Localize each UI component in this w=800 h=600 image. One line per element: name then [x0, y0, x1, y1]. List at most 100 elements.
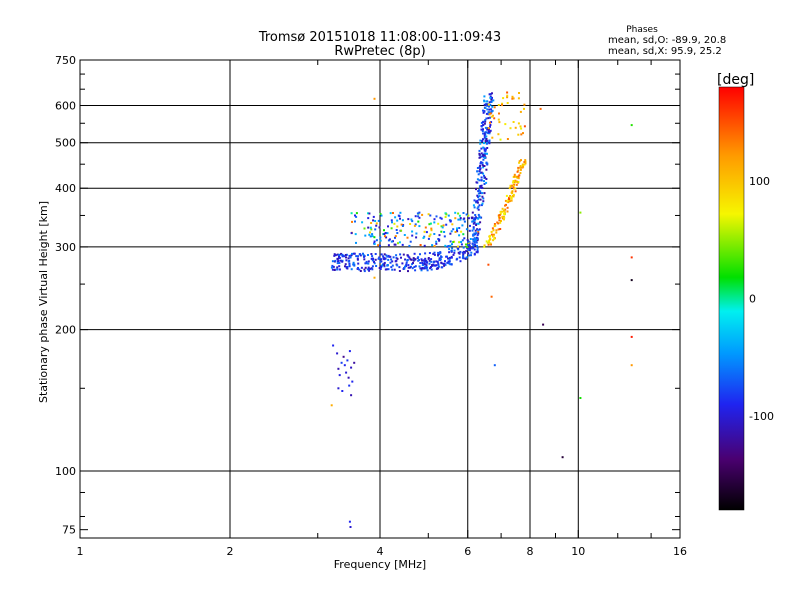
data-point	[392, 212, 394, 214]
y-tick-label-100: 100	[55, 465, 76, 478]
data-point	[465, 250, 468, 253]
data-point	[450, 263, 453, 266]
data-point	[476, 244, 478, 247]
data-point	[480, 204, 483, 207]
data-point	[407, 218, 410, 221]
data-point	[435, 242, 438, 245]
data-point	[386, 232, 389, 235]
data-point	[354, 220, 356, 223]
data-point	[478, 152, 481, 155]
data-point	[519, 172, 522, 174]
data-point	[437, 262, 440, 265]
data-point	[331, 260, 334, 263]
data-point	[456, 227, 458, 230]
data-point	[457, 251, 460, 254]
data-point	[400, 223, 403, 226]
data-point	[477, 208, 480, 211]
data-point	[493, 364, 496, 367]
data-point	[340, 361, 343, 364]
data-point	[413, 266, 416, 268]
data-point	[511, 192, 514, 195]
data-point	[475, 241, 478, 244]
data-point	[475, 232, 478, 235]
data-point	[480, 171, 483, 174]
data-point	[421, 259, 424, 262]
data-point	[473, 253, 476, 256]
data-point	[420, 267, 423, 270]
data-point	[429, 233, 432, 236]
data-point	[373, 260, 375, 263]
data-point	[406, 254, 409, 257]
data-point	[390, 240, 393, 243]
data-point	[468, 229, 471, 232]
data-point	[524, 162, 527, 165]
data-point	[369, 231, 371, 234]
data-point	[372, 257, 374, 260]
data-point	[374, 228, 377, 231]
data-point	[349, 255, 352, 258]
data-point	[368, 212, 371, 215]
colorbar-label: [deg]	[717, 72, 754, 88]
data-point	[357, 255, 359, 258]
data-point	[450, 230, 453, 233]
data-point	[372, 219, 375, 222]
data-point	[476, 246, 479, 249]
data-point	[508, 196, 510, 199]
data-point	[375, 239, 378, 242]
data-point	[469, 224, 471, 227]
data-point	[418, 211, 421, 214]
data-point	[346, 267, 349, 270]
data-point	[473, 237, 476, 240]
data-point	[370, 253, 373, 255]
data-point	[514, 190, 517, 193]
data-point	[428, 262, 431, 265]
x-tick-label-8: 8	[527, 545, 534, 558]
data-point	[427, 213, 430, 216]
data-point	[389, 261, 392, 264]
data-point	[370, 267, 373, 270]
data-point	[424, 226, 427, 229]
data-point	[472, 218, 475, 221]
data-point	[390, 227, 393, 230]
data-point	[478, 179, 481, 182]
data-point	[488, 105, 491, 108]
x-tick-label-10: 10	[571, 545, 585, 558]
data-point	[475, 251, 478, 254]
data-point	[414, 215, 417, 218]
data-point	[425, 264, 428, 267]
data-point	[519, 125, 522, 128]
data-point	[433, 251, 436, 254]
data-point	[440, 225, 443, 228]
data-point	[419, 262, 422, 264]
data-point	[483, 152, 486, 155]
data-point	[359, 270, 362, 272]
data-point	[483, 147, 486, 150]
data-point	[484, 107, 487, 109]
data-point	[457, 218, 460, 221]
data-point	[348, 265, 351, 268]
data-point	[331, 268, 334, 271]
data-point	[491, 227, 494, 230]
data-point	[480, 125, 483, 128]
data-point	[437, 267, 440, 270]
data-point	[503, 211, 506, 214]
data-point	[473, 221, 476, 224]
data-point	[466, 247, 469, 250]
data-point	[379, 244, 381, 247]
data-point	[505, 194, 508, 197]
data-point	[476, 194, 479, 197]
data-point	[368, 233, 371, 236]
data-point	[374, 220, 377, 222]
data-point	[458, 227, 461, 229]
data-point	[403, 234, 406, 236]
data-point	[488, 132, 491, 135]
data-point	[400, 229, 403, 232]
data-point	[449, 232, 452, 235]
data-point	[488, 139, 491, 142]
data-point	[391, 221, 393, 224]
data-point	[477, 232, 480, 235]
data-point	[510, 196, 513, 199]
data-point	[489, 237, 492, 240]
data-point	[486, 103, 489, 106]
data-point	[444, 212, 447, 215]
